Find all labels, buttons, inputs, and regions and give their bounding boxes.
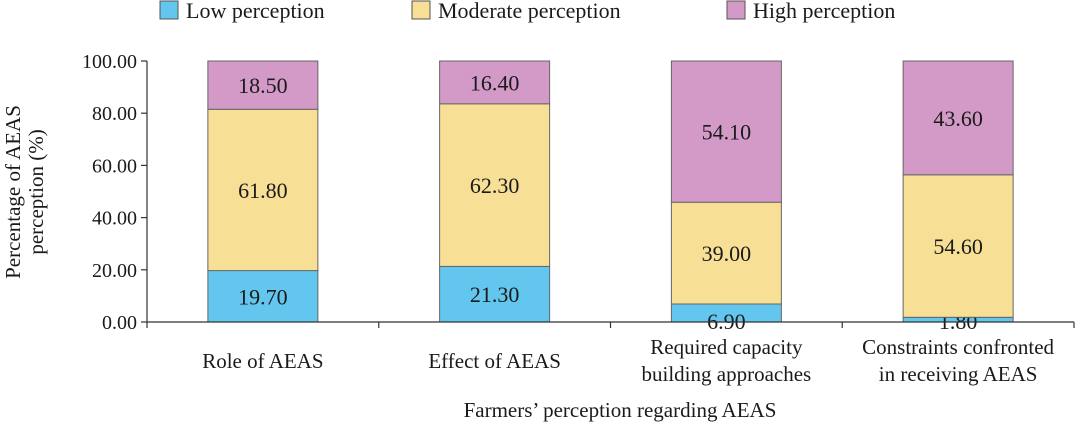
y-axis-title-line: perception (%) (24, 129, 48, 254)
bar-segment (207, 60, 319, 110)
legend-swatch-3 (726, 0, 746, 20)
data-label: 61.80 (238, 178, 288, 203)
y-tick-label: 100.00 (82, 51, 137, 73)
bar-segment (902, 60, 1014, 176)
x-category-label-line: building approaches (642, 362, 812, 386)
y-tick-label: 0.00 (102, 312, 137, 334)
legend: Low perception Moderate perception High pe… (159, 0, 895, 23)
data-label: 39.00 (702, 241, 752, 266)
x-axis-title: Farmers’ perception regarding AEAS (464, 398, 777, 422)
x-category-label: Constraints confronted in receiving AEAS (862, 335, 1054, 386)
data-label: 62.30 (470, 173, 520, 198)
x-category-label-line: Role of AEAS (202, 349, 323, 373)
x-category-label-line: Effect of AEAS (428, 349, 561, 373)
data-label: 16.40 (470, 70, 520, 95)
bar-segment (670, 201, 782, 305)
data-label: 19.70 (238, 284, 288, 309)
legend-label-2: Moderate perception (438, 0, 621, 23)
x-category-label: Role of AEAS (202, 349, 323, 373)
data-label: 18.50 (238, 73, 288, 98)
y-tick-label: 20.00 (92, 260, 137, 282)
y-tick-label: 60.00 (92, 155, 137, 177)
y-axis-title-text: Percentage of AEASperception (%) (1, 105, 48, 279)
y-axis-title-line: Percentage of AEAS (1, 105, 25, 279)
legend-swatch-1 (159, 0, 179, 20)
y-axis-title: Percentage of AEASperception (%) (1, 105, 48, 279)
x-category-label-line: Required capacity (650, 335, 803, 359)
data-label: 54.60 (933, 234, 983, 259)
bar-segment (670, 60, 782, 203)
legend-label-3: High perception (753, 0, 895, 23)
y-tick-label: 80.00 (92, 103, 137, 125)
bars: 19.7061.8018.5021.3062.3016.406.9039.005… (207, 60, 1014, 334)
bar-segment (439, 60, 551, 105)
x-category-label-line: Constraints confronted (862, 335, 1054, 359)
y-axis: 0.00 20.00 40.00 60.00 80.00 100.00 (82, 51, 148, 334)
data-label: 43.60 (933, 106, 983, 131)
x-category-label: Effect of AEAS (428, 349, 561, 373)
data-label: 54.10 (702, 120, 752, 145)
legend-swatch-2 (411, 0, 431, 20)
x-category-label: Required capacity building approaches (642, 335, 812, 386)
x-axis: Role of AEAS Effect of AEAS Required capac… (146, 321, 1075, 386)
y-tick-label: 40.00 (92, 208, 137, 230)
bar-segment (439, 103, 551, 267)
legend-label-1: Low perception (186, 0, 325, 23)
bar-segment (207, 108, 319, 272)
x-category-label-line: in receiving AEAS (879, 362, 1038, 386)
data-label: 21.30 (470, 282, 520, 307)
bar-segment (439, 265, 551, 323)
